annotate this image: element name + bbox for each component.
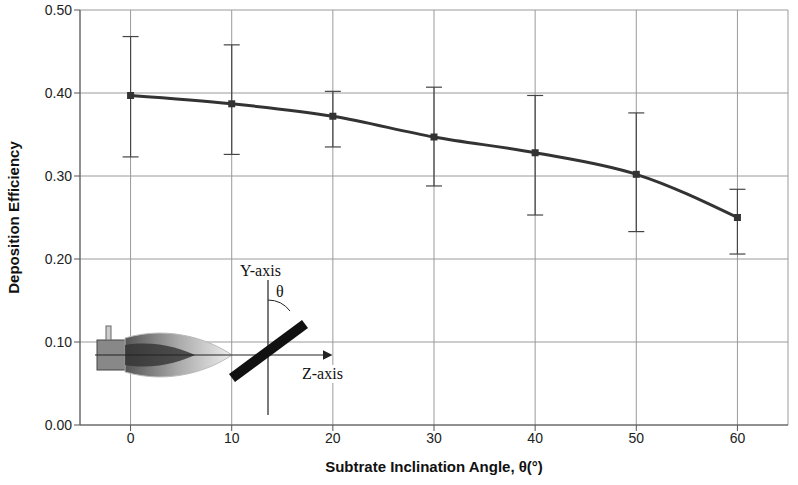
svg-text:0.20: 0.20: [45, 251, 72, 267]
svg-text:θ: θ: [276, 283, 284, 300]
svg-text:60: 60: [730, 430, 746, 446]
svg-text:30: 30: [426, 430, 442, 446]
svg-text:0.30: 0.30: [45, 168, 72, 184]
svg-text:20: 20: [325, 430, 341, 446]
svg-text:50: 50: [628, 430, 644, 446]
svg-text:0.40: 0.40: [45, 85, 72, 101]
svg-text:0.00: 0.00: [45, 417, 72, 433]
svg-text:0.10: 0.10: [45, 334, 72, 350]
svg-text:0.50: 0.50: [45, 2, 72, 18]
svg-text:10: 10: [224, 430, 240, 446]
svg-text:Z-axis: Z-axis: [302, 365, 343, 382]
svg-text:0: 0: [127, 430, 135, 446]
svg-text:Y-axis: Y-axis: [240, 262, 281, 279]
svg-text:Subtrate Inclination Angle, θ(: Subtrate Inclination Angle, θ(°): [325, 458, 543, 475]
svg-text:40: 40: [527, 430, 543, 446]
svg-text:Deposition Efficiency: Deposition Efficiency: [5, 141, 22, 294]
